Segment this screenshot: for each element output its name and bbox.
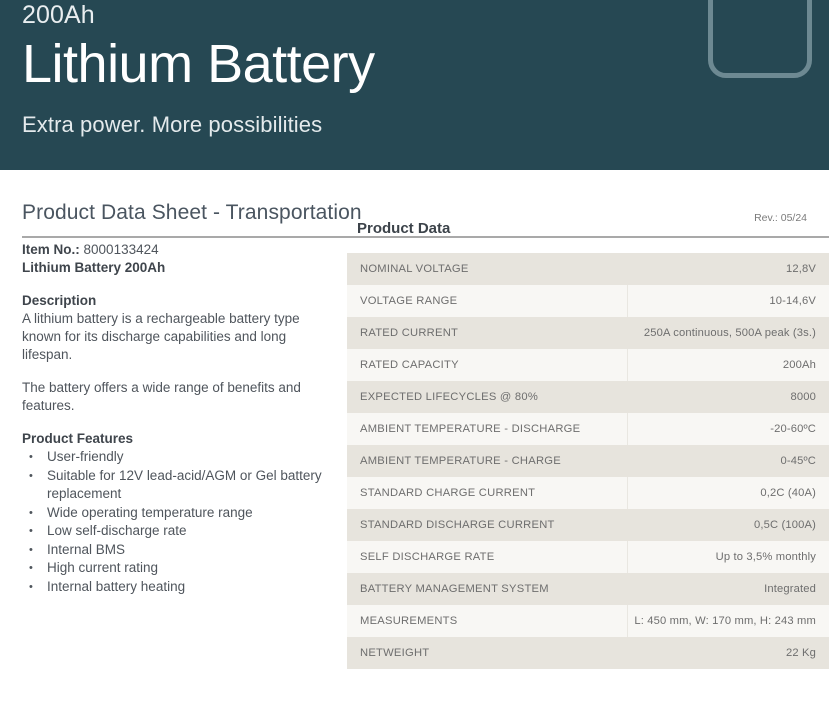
spec-label: AMBIENT TEMPERATURE - CHARGE <box>347 445 627 477</box>
spec-label: NOMINAL VOLTAGE <box>347 253 627 285</box>
spec-value: 22 Kg <box>627 637 829 669</box>
item-number-value: 8000133424 <box>83 242 159 257</box>
sheet-title-row: Product Data Sheet - Transportation Rev.… <box>22 170 807 224</box>
spacer <box>22 277 322 292</box>
spec-label: EXPECTED LIFECYCLES @ 80% <box>347 381 627 413</box>
spec-value: 0,2C (40A) <box>626 477 829 509</box>
item-number-label: Item No.: <box>22 242 80 257</box>
table-row: SELF DISCHARGE RATE Up to 3,5% monthly <box>347 541 829 573</box>
description-paragraph-1: A lithium battery is a rechargeable batt… <box>22 311 300 362</box>
feature-label: User-friendly <box>47 449 124 464</box>
feature-label: Low self-discharge rate <box>47 523 187 538</box>
hero-tagline: Extra power. More possibilities <box>22 112 323 137</box>
spec-label: VOLTAGE RANGE <box>347 285 627 317</box>
table-row: MEASUREMENTS L: 450 mm, W: 170 mm, H: 243… <box>347 605 829 637</box>
title-divider <box>22 236 829 238</box>
bullet-icon: • <box>29 451 33 463</box>
feature-label: Wide operating temperature range <box>47 504 253 520</box>
table-row: STANDARD DISCHARGE CURRENT 0,5C (100A) <box>347 509 829 541</box>
spec-value: 10-14,6V <box>626 285 829 317</box>
sheet-revision: Rev.: 05/24 <box>754 212 807 224</box>
spec-label: MEASUREMENTS <box>347 605 627 637</box>
product-data-column: Product Data NOMINAL VOLTAGE 12,8V VOLTAGE… <box>347 213 829 669</box>
product-data-table: NOMINAL VOLTAGE 12,8V VOLTAGE RANGE 10-14,6… <box>347 253 829 669</box>
page-title: Lithium Battery <box>22 34 375 94</box>
feature-item: • High current rating <box>22 559 322 578</box>
table-row: AMBIENT TEMPERATURE - CHARGE 0-45ºC <box>347 445 829 477</box>
feature-item: • Internal battery heating <box>22 578 322 597</box>
spec-label: RATED CAPACITY <box>347 349 627 381</box>
item-number-line: Item No.: 8000133424 <box>22 241 322 259</box>
table-row: RATED CAPACITY 200Ah <box>347 349 829 381</box>
feature-label: Internal battery heating <box>47 578 186 594</box>
features-heading: Product Features <box>22 431 134 446</box>
bullet-icon: • <box>29 525 33 537</box>
hero-capacity: 200Ah <box>22 1 95 29</box>
feature-item: • User-friendly <box>22 448 322 467</box>
spec-label: STANDARD CHARGE CURRENT <box>347 477 627 509</box>
description-paragraph-2: The battery offers a wide range of benef… <box>22 380 301 413</box>
spec-label: NETWEIGHT <box>347 637 627 669</box>
table-row: AMBIENT TEMPERATURE - DISCHARGE -20-60ºC <box>347 413 829 445</box>
feature-item: • Suitable for 12V lead-acid/AGM or Gel b… <box>22 467 322 504</box>
spec-label: STANDARD DISCHARGE CURRENT <box>347 509 627 541</box>
spacer <box>22 415 322 430</box>
feature-item: • Low self-discharge rate <box>22 522 322 541</box>
spacer <box>22 364 322 379</box>
bullet-icon: • <box>29 580 33 593</box>
spec-value: 12,8V <box>627 253 829 285</box>
spec-value: -20-60ºC <box>626 413 829 445</box>
feature-label: Suitable for 12V lead-acid/AGM or Gel ba… <box>47 467 322 502</box>
table-row: STANDARD CHARGE CURRENT 0,2C (40A) <box>347 477 829 509</box>
spec-label: SELF DISCHARGE RATE <box>347 541 627 573</box>
spec-value: 0,5C (100A) <box>627 509 829 541</box>
product-model: Lithium Battery 200Ah <box>22 260 166 275</box>
spec-label: AMBIENT TEMPERATURE - DISCHARGE <box>347 413 627 445</box>
feature-item: • Internal BMS <box>22 541 322 560</box>
table-row: NOMINAL VOLTAGE 12,8V <box>347 253 829 285</box>
spec-label: RATED CURRENT <box>347 317 627 349</box>
feature-item: • Wide operating temperature range <box>22 504 322 523</box>
table-row: RATED CURRENT 250A continuous, 500A peak … <box>347 317 829 349</box>
spec-value: Integrated <box>627 573 829 605</box>
spec-value: Up to 3,5% monthly <box>626 541 829 573</box>
hero-banner: 200Ah Lithium Battery Extra power. More … <box>0 0 829 170</box>
hero-text-group: 200Ah Lithium Battery Extra power. More … <box>22 0 829 170</box>
product-info-column: Item No.: 8000133424 Lithium Battery 200… <box>22 241 322 596</box>
spec-value: 250A continuous, 500A peak (3s.) <box>627 317 829 349</box>
spec-label: BATTERY MANAGEMENT SYSTEM <box>347 573 627 605</box>
spec-value: 0-45ºC <box>627 445 829 477</box>
table-row: BATTERY MANAGEMENT SYSTEM Integrated <box>347 573 829 605</box>
feature-label: High current rating <box>47 560 159 575</box>
spec-value: L: 450 mm, W: 170 mm, H: 243 mm <box>626 605 829 637</box>
table-row: NETWEIGHT 22 Kg <box>347 637 829 669</box>
bullet-icon: • <box>29 469 33 482</box>
battery-outline-icon <box>708 0 812 78</box>
feature-label: Internal BMS <box>47 541 126 557</box>
bullet-icon: • <box>29 543 33 556</box>
product-data-heading: Product Data <box>357 220 451 237</box>
bullet-icon: • <box>29 506 33 519</box>
table-row: VOLTAGE RANGE 10-14,6V <box>347 285 829 317</box>
product-features-list: • User-friendly • Suitable for 12V lead-aci… <box>22 448 322 596</box>
bullet-icon: • <box>29 562 33 574</box>
table-row: EXPECTED LIFECYCLES @ 80% 8000 <box>347 381 829 413</box>
description-heading: Description <box>22 293 97 308</box>
spec-value: 200Ah <box>626 349 829 381</box>
sheet-title: Product Data Sheet - Transportation <box>22 201 362 224</box>
spec-value: 8000 <box>627 381 829 413</box>
